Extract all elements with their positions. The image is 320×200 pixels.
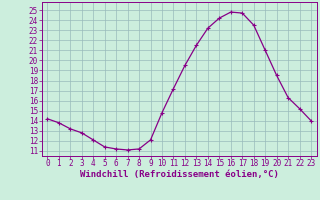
X-axis label: Windchill (Refroidissement éolien,°C): Windchill (Refroidissement éolien,°C): [80, 170, 279, 179]
